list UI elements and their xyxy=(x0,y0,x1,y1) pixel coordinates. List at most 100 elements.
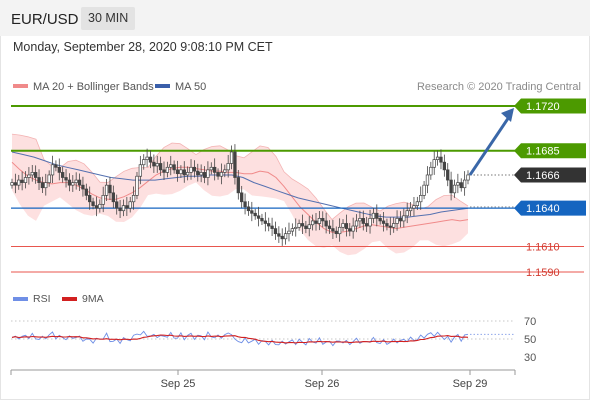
candle xyxy=(381,211,386,232)
candle xyxy=(395,210,399,231)
candle xyxy=(101,186,105,213)
candle xyxy=(165,161,170,178)
candle xyxy=(442,154,447,177)
rsi-ma-legend-label: 9MA xyxy=(82,293,104,305)
candle xyxy=(277,226,281,243)
candle xyxy=(314,212,318,231)
candle xyxy=(192,160,197,178)
ma50-legend-swatch xyxy=(155,84,170,88)
candle xyxy=(429,161,433,180)
candle xyxy=(439,149,443,170)
rsi-tick-label: 50 xyxy=(524,334,536,346)
candle xyxy=(91,197,95,210)
candle xyxy=(209,162,213,175)
candle xyxy=(88,186,92,210)
candle xyxy=(175,160,180,182)
candle xyxy=(125,196,129,216)
candle xyxy=(412,196,416,216)
candle xyxy=(81,176,85,197)
candle xyxy=(405,202,409,224)
candle xyxy=(408,202,413,217)
candle xyxy=(297,219,301,231)
candle xyxy=(456,173,460,194)
rsi-panel: 70 50 30 xyxy=(11,316,536,364)
arrow-head xyxy=(501,108,514,122)
candle xyxy=(361,210,365,231)
candle xyxy=(385,218,389,231)
candle xyxy=(98,199,102,213)
candle xyxy=(371,207,376,224)
candle xyxy=(398,211,403,228)
candle xyxy=(196,163,200,182)
candle xyxy=(179,165,183,178)
candle xyxy=(33,165,38,184)
level-label: 1.1590 xyxy=(526,267,560,279)
rsi-ma-legend-swatch xyxy=(62,297,77,301)
candle xyxy=(13,173,18,194)
candle xyxy=(158,156,163,176)
candle xyxy=(273,221,278,240)
candle xyxy=(172,160,176,174)
bollinger-fill xyxy=(12,134,468,256)
candle xyxy=(216,168,220,180)
rsi-tick-label: 70 xyxy=(524,316,536,328)
level-label: 1.1666 xyxy=(526,170,560,182)
candle xyxy=(118,200,122,219)
candle xyxy=(54,160,58,172)
candle xyxy=(240,185,244,208)
level-tag xyxy=(514,143,586,159)
candle xyxy=(287,222,291,242)
candle xyxy=(263,212,267,232)
candle xyxy=(135,172,139,200)
level-tag xyxy=(514,200,586,216)
candle xyxy=(219,163,224,185)
candle xyxy=(459,178,463,192)
candle xyxy=(341,219,345,232)
price-labels: 1.1720 1.1685 1.1666 1.1640 1.1610 1.1590 xyxy=(514,98,586,279)
level-label: 1.1685 xyxy=(526,146,560,158)
candle xyxy=(290,223,295,236)
candle xyxy=(250,201,254,222)
candle xyxy=(128,196,132,213)
candle xyxy=(189,159,193,180)
candle xyxy=(243,193,247,215)
candle xyxy=(23,171,28,189)
candle xyxy=(294,218,298,237)
candle xyxy=(121,199,126,217)
candle xyxy=(206,161,210,186)
candle xyxy=(152,154,156,173)
candle xyxy=(10,178,14,189)
price-levels xyxy=(11,105,584,273)
candle xyxy=(202,166,207,184)
ma50-legend-label: MA 50 xyxy=(175,81,206,93)
timeframe-button[interactable]: 30 MIN xyxy=(81,7,136,30)
candle xyxy=(182,161,186,183)
level-tag xyxy=(514,167,586,183)
candle xyxy=(358,210,362,228)
candle xyxy=(71,175,75,192)
candle xyxy=(300,214,305,235)
timestamp: Monday, September 28, 2020 9:08:10 PM CE… xyxy=(13,40,273,54)
candle xyxy=(213,158,217,181)
candle xyxy=(267,217,271,232)
candle xyxy=(317,211,322,231)
candle xyxy=(142,154,146,170)
candle xyxy=(40,176,45,193)
candle xyxy=(304,220,308,234)
candle xyxy=(104,178,109,201)
ma20-legend-swatch xyxy=(13,84,28,88)
ma50-line xyxy=(11,151,469,218)
candle xyxy=(462,171,467,196)
candle xyxy=(111,185,115,209)
candle xyxy=(446,163,450,187)
rsi-legend-label: RSI xyxy=(33,293,51,305)
candle xyxy=(388,217,392,236)
level-label: 1.1720 xyxy=(526,101,560,113)
candle xyxy=(108,177,112,201)
candle xyxy=(233,144,237,185)
candle xyxy=(365,216,369,232)
candle xyxy=(331,219,335,239)
projection-arrow xyxy=(468,108,514,176)
candle xyxy=(348,222,352,237)
